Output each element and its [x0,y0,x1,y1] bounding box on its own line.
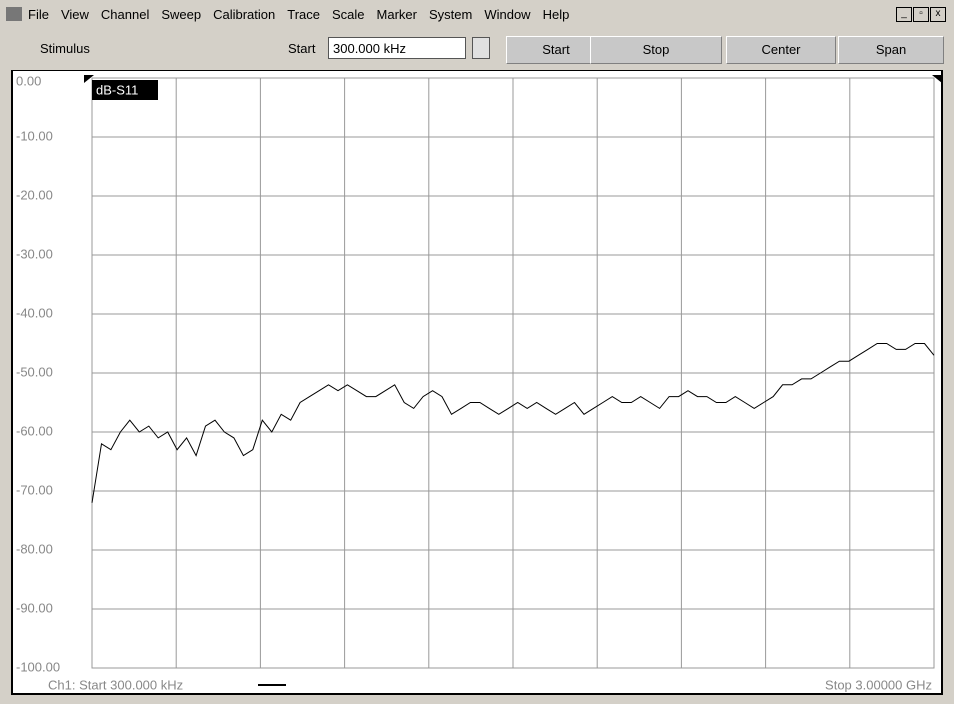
menu-item[interactable]: Channel [100,6,150,22]
menu-item[interactable]: Help [542,6,570,22]
menu-item[interactable]: Marker [376,6,417,22]
trace-label-bg [92,80,158,100]
menu-item[interactable]: Scale [332,6,365,22]
y-tick-label: -50.00 [16,364,53,379]
menu-item[interactable]: View [60,6,89,22]
ref-marker-right [932,75,942,83]
menu-item[interactable]: Window [484,6,531,22]
footer-start: Ch1: Start 300.000 kHz [48,677,183,692]
y-tick-label: -80.00 [16,541,53,556]
toolbar-button[interactable]: Start [506,36,606,64]
y-tick-label: -70.00 [16,482,53,497]
menu-bar: File View Channel Sweep Calibration Trace Scal… [0,0,954,28]
app-icon [6,7,22,21]
menu-item[interactable]: Trace [287,6,320,22]
menu-item[interactable]: System [428,6,473,22]
close-button[interactable]: x [930,7,946,22]
section-label: Stimulus [40,41,90,56]
chart: dB-S11 Ch1: Start 300.000 kHz Stop 3.000… [11,70,943,695]
field-label: Start [288,41,316,56]
y-tick-label: -20.00 [16,187,53,202]
y-tick-label: -60.00 [16,423,53,438]
y-tick-label: -10.00 [16,128,53,143]
toolbar: Stimulus Start 300.000 kHz Start Stop Cent… [0,30,954,68]
y-tick-label: -40.00 [16,305,53,320]
trace [91,343,935,503]
ref-marker-left [84,75,94,83]
y-tick-label: -100.00 [16,659,60,674]
start-input[interactable]: 300.000 kHz [328,37,466,59]
spin-button[interactable] [472,37,490,59]
y-tick-label: -30.00 [16,246,53,261]
toolbar-button[interactable]: Stop [590,36,722,64]
maximize-button[interactable]: ▫ [913,7,929,22]
toolbar-button[interactable]: Center [726,36,836,64]
window-controls: _ ▫ x [896,7,946,22]
minimize-button[interactable]: _ [896,7,912,22]
trace-label: dB-S11 [96,82,138,97]
menu-item[interactable]: Calibration [213,6,276,22]
y-tick-label: 0.00 [16,73,41,88]
footer-stop: Stop 3.00000 GHz [825,677,932,692]
menu-item[interactable]: File [28,6,49,22]
toolbar-button[interactable]: Span [838,36,944,64]
menu-item[interactable]: Sweep [161,6,202,22]
y-tick-label: -90.00 [16,600,53,615]
